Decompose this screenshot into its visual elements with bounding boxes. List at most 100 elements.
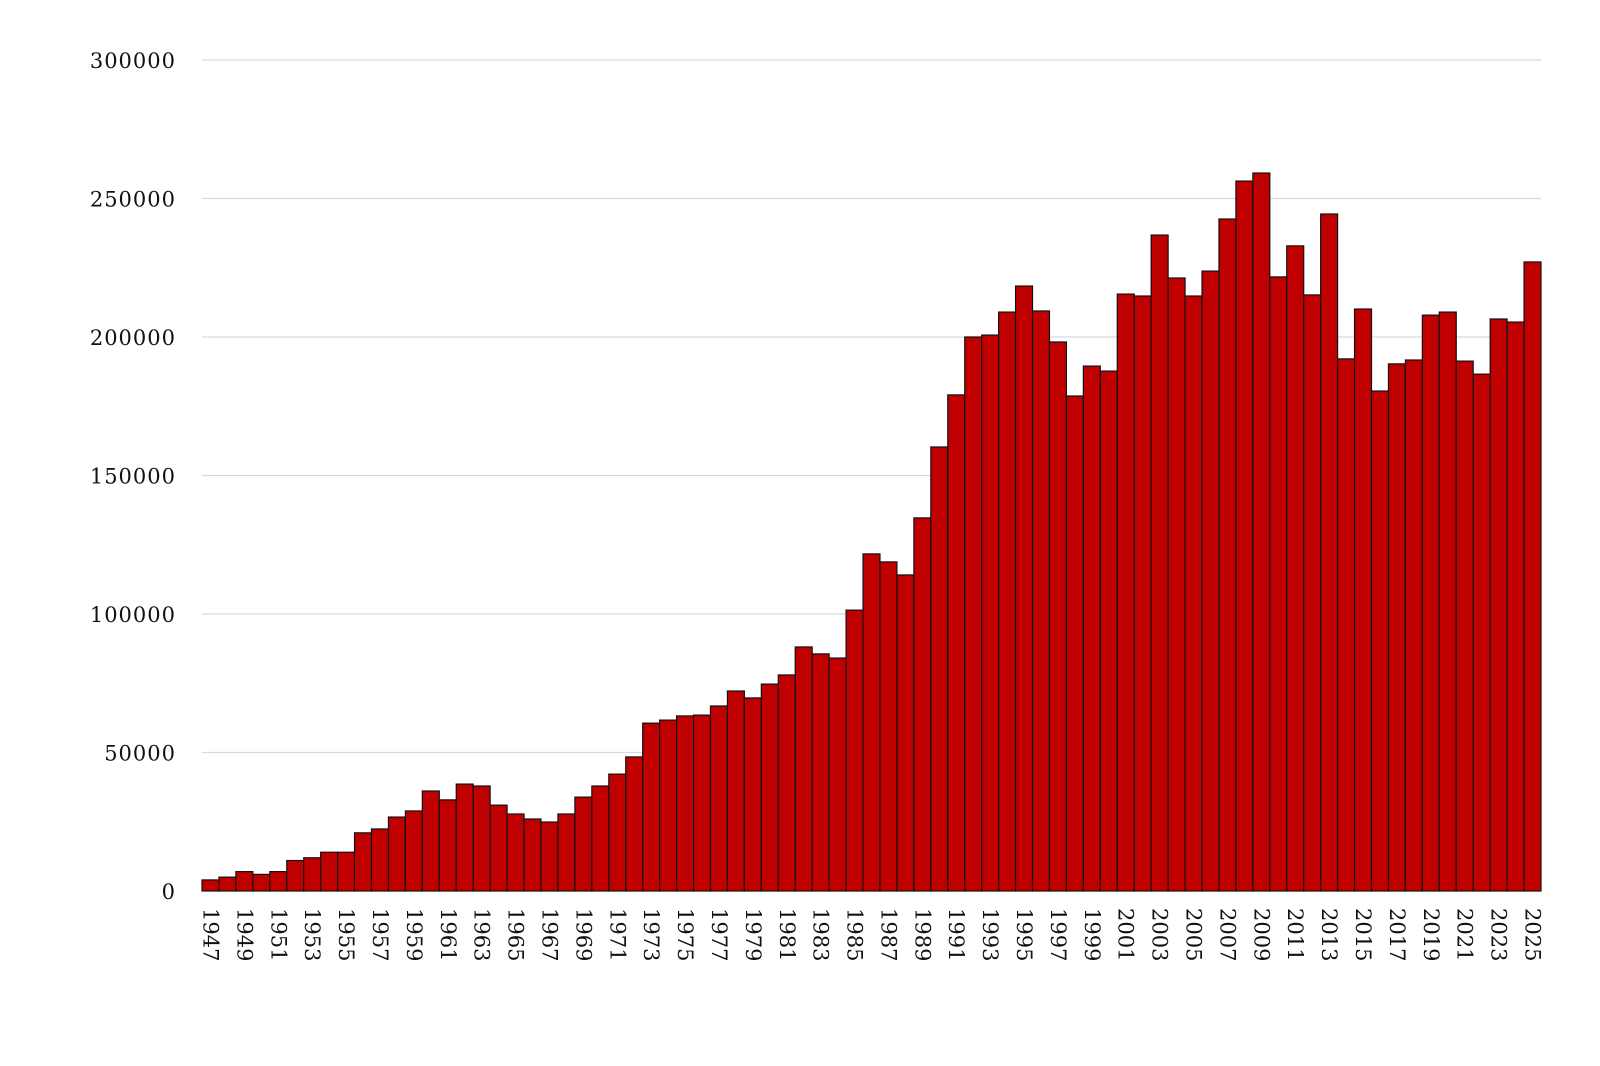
bar-1977 — [709, 705, 729, 892]
x-tick-label: 1999 — [1080, 908, 1104, 961]
x-tick-label: 2025 — [1521, 908, 1545, 961]
x-tick-label: 2019 — [1419, 908, 1443, 961]
bar-2010 — [1269, 276, 1288, 892]
bar-1961 — [438, 799, 457, 892]
bar-1995 — [1014, 285, 1034, 892]
x-tick-label: 1989 — [910, 908, 934, 961]
bar-2013 — [1320, 213, 1339, 892]
bar-2008 — [1235, 180, 1254, 892]
y-tick-label: 250000 — [90, 188, 176, 212]
bar-1989 — [913, 517, 932, 892]
x-tick-label: 1969 — [571, 908, 595, 961]
bar-2020 — [1438, 311, 1457, 892]
bar-1962 — [455, 783, 474, 892]
bar-1969 — [574, 796, 593, 892]
bar-1985 — [845, 609, 864, 892]
x-tick-label: 1977 — [707, 908, 731, 961]
x-tick-label: 1947 — [198, 908, 222, 961]
x-tick-label: 1959 — [402, 908, 426, 961]
bar-1965 — [506, 813, 525, 892]
x-tick-label: 1993 — [978, 908, 1002, 961]
bar-2016 — [1370, 390, 1390, 892]
bar-1980 — [760, 683, 779, 892]
x-tick-label: 1967 — [537, 908, 561, 961]
bar-2001 — [1116, 293, 1135, 892]
bar-1988 — [896, 574, 915, 892]
bar-1991 — [947, 394, 966, 892]
bar-1959 — [404, 810, 423, 892]
bar-1948 — [218, 876, 237, 892]
bar-1990 — [930, 446, 949, 892]
bar-2012 — [1303, 294, 1322, 892]
x-tick-label: 2011 — [1283, 908, 1307, 961]
bar-1968 — [557, 813, 576, 892]
bar-2018 — [1404, 359, 1423, 892]
x-tick-label: 2023 — [1487, 908, 1511, 961]
bars — [201, 172, 1542, 892]
y-tick-label: 200000 — [90, 326, 176, 350]
y-tick-label: 0 — [162, 880, 176, 904]
bar-2004 — [1167, 277, 1186, 892]
y-tick-label: 300000 — [90, 49, 176, 73]
y-tick-label: 150000 — [90, 465, 176, 489]
bar-2022 — [1472, 373, 1491, 892]
bar-1999 — [1082, 365, 1101, 892]
x-tick-label: 1963 — [470, 908, 494, 961]
bar-2003 — [1150, 234, 1169, 892]
bar-1972 — [625, 756, 644, 892]
bar-1952 — [286, 859, 305, 892]
x-tick-label: 1951 — [266, 908, 290, 961]
x-tick-label: 1983 — [809, 908, 833, 961]
bar-1958 — [387, 816, 406, 892]
x-tick-label: 1987 — [876, 908, 900, 961]
x-tick-label: 1955 — [334, 908, 358, 961]
x-tick-label: 1985 — [843, 908, 867, 961]
bar-1957 — [370, 828, 390, 892]
x-tick-label: 2021 — [1453, 908, 1477, 961]
bar-1979 — [743, 697, 762, 892]
bar-1954 — [320, 851, 339, 892]
bar-1974 — [659, 719, 678, 892]
y-axis: 0 50000 100000 150000 200000 250000 300000 — [90, 49, 176, 904]
bar-1984 — [828, 657, 847, 892]
bar-2011 — [1286, 245, 1305, 892]
x-tick-label: 1965 — [504, 908, 528, 961]
x-tick-label: 2005 — [1182, 908, 1206, 961]
bar-1981 — [777, 674, 796, 892]
x-tick-label: 2015 — [1351, 908, 1375, 961]
bar-1953 — [303, 857, 322, 892]
x-tick-label: 1961 — [436, 908, 460, 961]
bar-2021 — [1455, 360, 1474, 892]
x-tick-label: 1979 — [741, 908, 765, 961]
x-tick-label: 2013 — [1317, 908, 1341, 961]
y-tick-label: 50000 — [104, 742, 176, 766]
x-tick-label: 2003 — [1148, 908, 1172, 961]
x-tick-label: 2009 — [1249, 908, 1273, 961]
bar-1975 — [675, 715, 695, 892]
bar-1994 — [998, 311, 1017, 892]
x-tick-label: 1981 — [775, 908, 799, 961]
bar-1983 — [811, 653, 830, 892]
bar-1976 — [692, 714, 712, 892]
x-tick-label: 1949 — [232, 908, 256, 961]
x-tick-label: 2007 — [1215, 908, 1239, 961]
bar-1966 — [523, 818, 542, 892]
bar-1971 — [608, 773, 627, 892]
bar-1955 — [336, 851, 356, 892]
bar-2006 — [1201, 270, 1220, 892]
bar-1970 — [591, 785, 610, 892]
bar-2014 — [1337, 358, 1356, 892]
x-tick-label: 1991 — [944, 908, 968, 961]
bar-1947 — [201, 879, 220, 892]
bar-2015 — [1353, 308, 1373, 892]
x-tick-label: 1957 — [368, 908, 392, 961]
x-tick-label: 1997 — [1046, 908, 1070, 961]
bar-1963 — [472, 785, 491, 892]
x-tick-label: 1995 — [1012, 908, 1036, 961]
bar-1986 — [862, 553, 881, 892]
bar-1998 — [1065, 395, 1084, 892]
bar-2007 — [1218, 218, 1237, 892]
bar-1950 — [252, 873, 271, 892]
x-tick-label: 1953 — [300, 908, 324, 961]
